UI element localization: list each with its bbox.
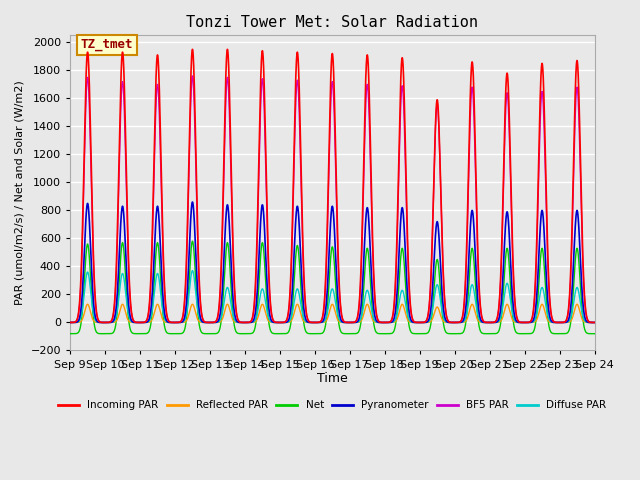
Title: Tonzi Tower Met: Solar Radiation: Tonzi Tower Met: Solar Radiation <box>186 15 478 30</box>
Legend: Incoming PAR, Reflected PAR, Net, Pyranometer, BF5 PAR, Diffuse PAR: Incoming PAR, Reflected PAR, Net, Pyrano… <box>54 396 611 415</box>
X-axis label: Time: Time <box>317 372 348 385</box>
Y-axis label: PAR (umol/m2/s) / Net and Solar (W/m2): PAR (umol/m2/s) / Net and Solar (W/m2) <box>15 81 25 305</box>
Text: TZ_tmet: TZ_tmet <box>81 38 133 51</box>
